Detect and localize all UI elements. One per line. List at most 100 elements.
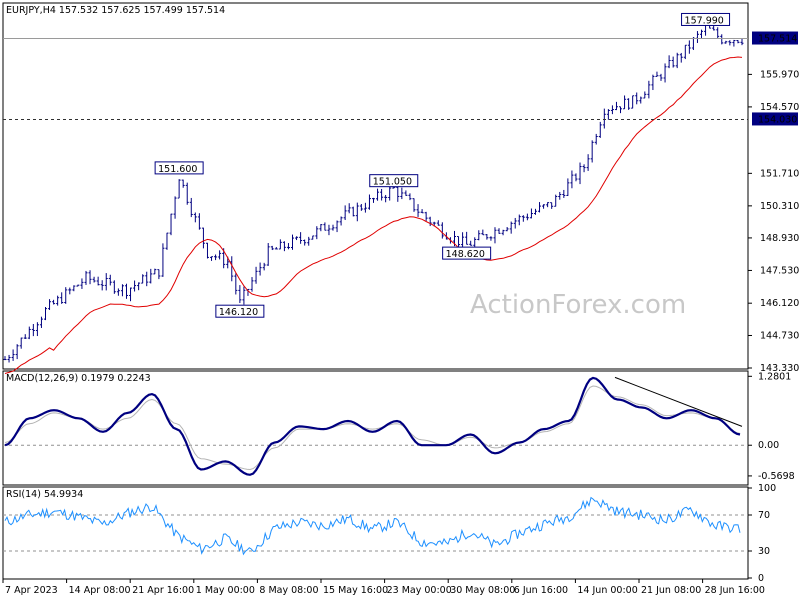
x-tick-label: 21 Apr 16:00 — [132, 585, 194, 596]
price-bar — [716, 27, 720, 39]
price-tick-label: 146.120 — [760, 298, 799, 309]
rsi-tick-label: 0 — [758, 573, 764, 584]
price-bar — [189, 197, 193, 218]
price-bar — [197, 213, 201, 230]
price-bar — [11, 349, 15, 361]
price-bar — [307, 236, 311, 246]
price-bar — [598, 121, 602, 138]
rsi-tick-label: 70 — [758, 510, 770, 521]
price-bar — [169, 213, 173, 236]
price-bar — [473, 237, 477, 247]
price-bar — [558, 191, 562, 200]
price-bar — [533, 208, 537, 215]
price-bar — [238, 285, 242, 304]
price-bar — [262, 262, 266, 271]
price-bar — [594, 133, 598, 145]
price-tick-label: 143.330 — [760, 363, 799, 374]
price-bar — [671, 56, 675, 68]
price-bar — [141, 274, 145, 284]
x-tick-label: 21 Jun 08:00 — [641, 585, 701, 596]
price-bar — [27, 326, 31, 340]
price-annotation-label: 157.990 — [685, 15, 724, 26]
price-bar — [562, 189, 566, 198]
price-bar — [683, 44, 687, 60]
price-bar — [574, 173, 578, 182]
price-bar — [509, 221, 513, 234]
price-bar — [404, 190, 408, 196]
macd-line — [4, 376, 741, 476]
price-bar — [104, 273, 108, 291]
price-bar — [177, 179, 181, 199]
price-bar — [335, 220, 339, 233]
price-bar — [376, 188, 380, 201]
price-bar — [436, 220, 440, 226]
price-bar — [351, 206, 355, 217]
price-bar — [108, 274, 112, 286]
price-bar — [687, 40, 691, 54]
price-bar — [242, 286, 246, 305]
price-bar — [355, 202, 359, 222]
price-bar — [550, 202, 554, 209]
price-bar — [489, 236, 493, 241]
price-bar — [120, 284, 124, 297]
price-bar — [234, 273, 238, 295]
x-axis: 7 Apr 2023 14 Apr 08:00 21 Apr 16:00 1 May … — [2, 579, 765, 596]
x-tick-label: 6 Jun 16:00 — [514, 585, 568, 596]
price-bar — [181, 179, 185, 188]
price-bar — [80, 278, 84, 289]
price-bar — [566, 178, 570, 196]
price-bar — [606, 109, 610, 120]
price-bar — [542, 204, 546, 209]
macd-tick-label: -0.5698 — [758, 471, 795, 482]
price-bar — [133, 280, 137, 292]
level-price-label: 154.030 — [758, 114, 797, 125]
price-bar — [517, 214, 521, 226]
price-bar — [60, 292, 64, 304]
price-bar — [667, 55, 671, 69]
price-bar — [546, 202, 550, 208]
price-bar — [258, 262, 262, 276]
price-bar — [440, 222, 444, 239]
price-bar — [214, 254, 218, 261]
price-tick-label: 155.970 — [760, 69, 799, 80]
price-bar — [396, 185, 400, 202]
price-bar — [31, 323, 35, 337]
price-bar — [35, 322, 39, 337]
price-bar — [469, 240, 473, 246]
price-bar — [720, 34, 724, 45]
price-bar — [538, 202, 542, 213]
price-bar — [570, 170, 574, 189]
price-annotation: 146.120 — [215, 304, 265, 318]
price-bar — [193, 212, 197, 223]
price-bar — [485, 234, 489, 240]
price-bar — [586, 154, 590, 171]
price-bar — [299, 232, 303, 244]
price-bar — [124, 283, 128, 299]
price-bar — [230, 256, 234, 282]
price-tick-label: 147.530 — [760, 265, 799, 276]
x-tick-label: 7 Apr 2023 — [5, 585, 58, 596]
price-bar — [331, 224, 335, 231]
price-bar — [282, 241, 286, 252]
price-bar — [513, 217, 517, 229]
price-bar — [724, 40, 728, 44]
price-bar — [700, 29, 704, 39]
macd-tick-label: 1.2801 — [758, 371, 791, 382]
price-bar — [327, 224, 331, 236]
price-bar — [655, 71, 659, 77]
moving-average-line — [4, 56, 743, 374]
price-bar — [481, 229, 485, 236]
price-bar — [477, 230, 481, 241]
price-bar — [416, 204, 420, 217]
price-annotation: 151.600 — [154, 161, 204, 175]
price-bar — [525, 213, 529, 221]
rsi-tick-label: 30 — [758, 546, 770, 557]
price-bar — [100, 280, 104, 291]
price-bar — [319, 224, 323, 232]
price-bar — [88, 270, 92, 285]
price-bar — [643, 91, 647, 99]
price-annotation: 148.620 — [442, 246, 492, 260]
rsi-line — [4, 496, 741, 556]
price-bar — [315, 226, 319, 240]
price-bar — [363, 202, 367, 213]
